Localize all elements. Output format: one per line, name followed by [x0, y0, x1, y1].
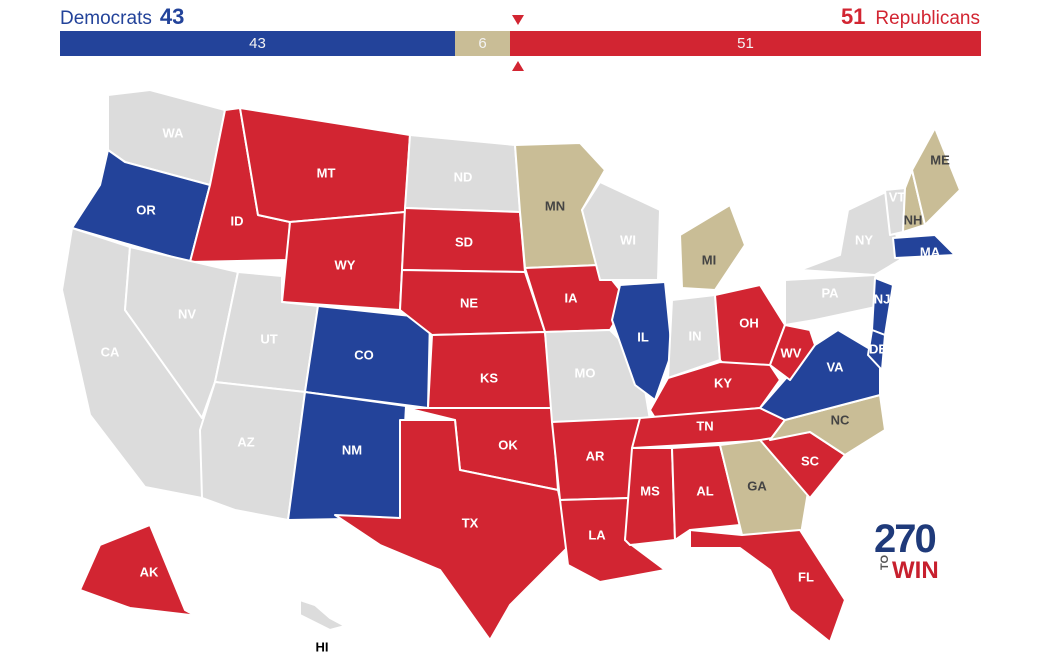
state-ma[interactable] — [892, 234, 956, 259]
state-label-wi: WI — [620, 232, 636, 247]
tossup-seat-segment[interactable]: 6 — [455, 31, 510, 56]
state-label-mi: MI — [702, 252, 716, 267]
state-label-vt: VT — [889, 189, 906, 204]
logo-number: 270 — [874, 517, 937, 561]
state-label-sd: SD — [455, 234, 473, 249]
state-labels-layer: WA OR CA ID NV MT WY UT AZ CO NM ND SD NE KS OK TX MN IA MO… — [101, 125, 950, 654]
state-label-nd: ND — [454, 169, 473, 184]
state-label-ne: NE — [460, 295, 478, 310]
state-label-nh: NH — [904, 212, 923, 227]
state-label-nm: NM — [342, 442, 362, 457]
state-wv[interactable] — [769, 324, 816, 381]
state-ny[interactable] — [799, 189, 901, 276]
state-hi[interactable] — [299, 599, 346, 631]
state-label-ok: OK — [498, 437, 518, 452]
logo-win: WIN — [892, 557, 939, 584]
state-wi[interactable] — [581, 181, 661, 281]
state-ak[interactable] — [79, 524, 241, 641]
logo-to: TO — [879, 554, 891, 570]
democrats-label: Democrats — [60, 8, 152, 29]
state-label-ny: NY — [855, 232, 873, 247]
republicans-total: 51 Republicans — [841, 6, 980, 30]
state-label-sc: SC — [801, 453, 820, 468]
dem-seat-segment[interactable]: 43 — [60, 31, 455, 56]
state-label-ks: KS — [480, 370, 498, 385]
democrats-count: 43 — [159, 4, 185, 29]
state-label-ut: UT — [260, 331, 277, 346]
state-label-ak: AK — [140, 564, 159, 579]
state-label-hi: HI — [316, 639, 329, 654]
state-label-al: AL — [696, 483, 713, 498]
state-label-ar: AR — [586, 448, 605, 463]
state-label-mt: MT — [317, 165, 336, 180]
state-label-me: ME — [930, 152, 950, 167]
state-label-ky: KY — [714, 375, 732, 390]
state-label-il: IL — [637, 329, 649, 344]
state-label-mn: MN — [545, 198, 565, 213]
state-label-va: VA — [826, 359, 844, 374]
state-label-in: IN — [689, 328, 702, 343]
state-label-tx: TX — [462, 515, 479, 530]
state-label-wa: WA — [163, 125, 185, 140]
state-ms[interactable] — [624, 447, 676, 546]
state-mi[interactable] — [679, 204, 746, 291]
state-label-or: OR — [136, 202, 156, 217]
state-label-nv: NV — [178, 306, 196, 321]
state-label-ms: MS — [640, 483, 660, 498]
majority-marker-bottom-icon — [512, 61, 524, 71]
republicans-count: 51 — [840, 4, 866, 29]
state-label-wv: WV — [781, 345, 802, 360]
state-label-nj: NJ — [874, 291, 891, 306]
states-layer — [61, 89, 961, 643]
state-de[interactable] — [867, 329, 886, 371]
state-pa[interactable] — [784, 274, 886, 326]
state-label-nc: NC — [831, 412, 850, 427]
state-label-oh: OH — [739, 315, 759, 330]
state-label-tn: TN — [696, 418, 713, 433]
rep-seat-segment[interactable]: 51 — [510, 31, 981, 56]
state-label-de: DE — [869, 341, 887, 356]
democrats-total: Democrats 43 — [60, 6, 184, 30]
senate-summary: Democrats 43 51 Republicans 43 6 51 — [0, 0, 1050, 80]
majority-marker-top-icon — [512, 15, 524, 25]
state-label-ia: IA — [565, 290, 579, 305]
republicans-label: Republicans — [875, 8, 980, 29]
state-label-ga: GA — [747, 478, 767, 493]
state-nj[interactable] — [871, 277, 894, 336]
state-label-ca: CA — [101, 344, 120, 359]
state-label-ma: MA — [920, 244, 941, 259]
state-label-la: LA — [588, 527, 606, 542]
state-label-fl: FL — [798, 569, 814, 584]
state-label-az: AZ — [237, 434, 254, 449]
state-tx[interactable] — [334, 419, 571, 641]
270towin-logo: 270 TO WIN — [874, 518, 954, 588]
state-label-mo: MO — [575, 365, 596, 380]
state-label-wy: WY — [335, 257, 356, 272]
state-me[interactable] — [911, 127, 961, 226]
state-label-co: CO — [354, 347, 374, 362]
state-al[interactable] — [671, 444, 741, 541]
seat-balance-bar: 43 6 51 — [60, 31, 981, 56]
state-az[interactable] — [199, 381, 306, 521]
state-label-id: ID — [231, 213, 244, 228]
state-fl[interactable] — [689, 529, 846, 643]
state-label-pa: PA — [821, 285, 839, 300]
